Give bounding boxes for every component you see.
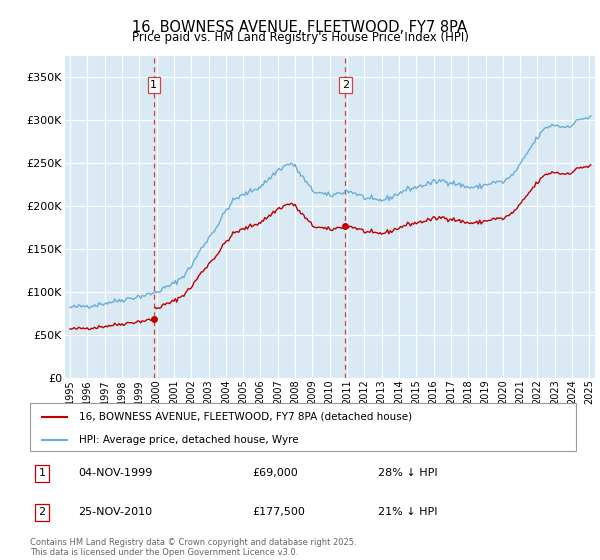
Text: 28% ↓ HPI: 28% ↓ HPI — [378, 468, 437, 478]
Text: 25-NOV-2010: 25-NOV-2010 — [78, 507, 152, 517]
Text: Price paid vs. HM Land Registry's House Price Index (HPI): Price paid vs. HM Land Registry's House … — [131, 31, 469, 44]
Text: 16, BOWNESS AVENUE, FLEETWOOD, FY7 8PA (detached house): 16, BOWNESS AVENUE, FLEETWOOD, FY7 8PA (… — [79, 412, 412, 422]
Text: 21% ↓ HPI: 21% ↓ HPI — [378, 507, 437, 517]
FancyBboxPatch shape — [30, 403, 576, 451]
Text: HPI: Average price, detached house, Wyre: HPI: Average price, detached house, Wyre — [79, 435, 299, 445]
Text: 1: 1 — [150, 80, 157, 90]
Text: 16, BOWNESS AVENUE, FLEETWOOD, FY7 8PA: 16, BOWNESS AVENUE, FLEETWOOD, FY7 8PA — [133, 20, 467, 35]
Text: 2: 2 — [342, 80, 349, 90]
Text: 2: 2 — [38, 507, 46, 517]
Text: Contains HM Land Registry data © Crown copyright and database right 2025.
This d: Contains HM Land Registry data © Crown c… — [30, 538, 356, 557]
Text: £177,500: £177,500 — [252, 507, 305, 517]
Text: 04-NOV-1999: 04-NOV-1999 — [78, 468, 152, 478]
Text: 1: 1 — [38, 468, 46, 478]
Text: £69,000: £69,000 — [252, 468, 298, 478]
